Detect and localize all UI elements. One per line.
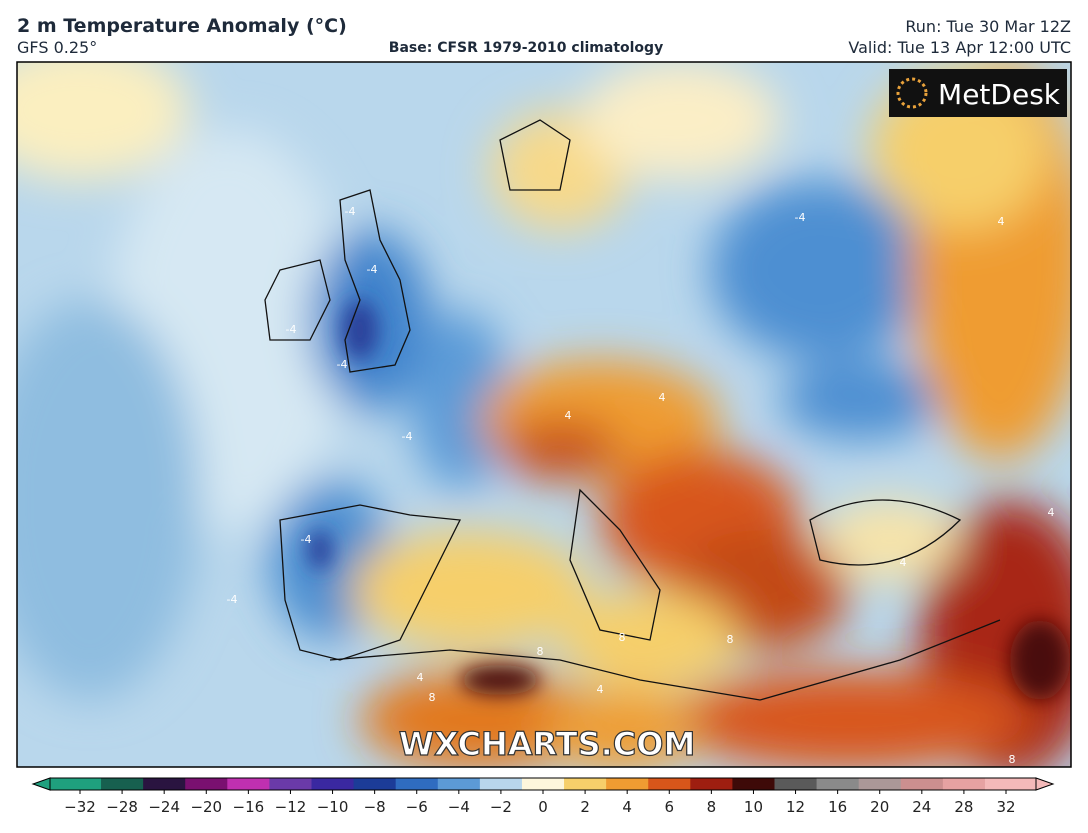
logo: MetDesk	[938, 78, 1061, 111]
colorbar-segment	[311, 778, 355, 790]
tick-label: −12	[275, 798, 307, 816]
watermark: WXCHARTS.COM	[399, 725, 696, 763]
run: Run: Tue 30 Mar 12Z	[905, 17, 1071, 36]
tick-label: 28	[954, 798, 973, 816]
tick-label: 4	[622, 798, 632, 816]
base: Base: CFSR 1979-2010 climatology	[389, 40, 663, 56]
colorbar-segment	[900, 778, 944, 790]
tick-label: −2	[490, 798, 512, 816]
contour-label: 8	[1009, 753, 1016, 766]
model: GFS 0.25°	[17, 38, 97, 57]
contour-label: 4	[1048, 506, 1055, 519]
contour-label: 4	[565, 409, 572, 422]
colorbar-segment	[101, 778, 144, 790]
contour-label: 8	[619, 631, 626, 644]
tick-label: 12	[786, 798, 805, 816]
colorbar-segment	[648, 778, 691, 790]
colorbar-segment	[185, 778, 228, 790]
contour-label: 8	[727, 633, 734, 646]
contour-label: 4	[659, 391, 666, 404]
contour-label: 4	[417, 671, 424, 684]
colorbar-segment	[984, 778, 1037, 790]
colorbar-segment	[858, 778, 902, 790]
tick-label: 32	[996, 798, 1015, 816]
tick-label: 10	[744, 798, 763, 816]
contour-label: -4	[286, 323, 297, 336]
tick-label: −32	[64, 798, 96, 816]
contour-label: -4	[795, 211, 806, 224]
contour-label: 4	[900, 556, 907, 569]
tick-label: 0	[538, 798, 548, 816]
colorbar-segment	[732, 778, 775, 790]
tick-label: −6	[406, 798, 428, 816]
tick-label: 24	[912, 798, 931, 816]
colorbar-segment	[143, 778, 186, 790]
colorbar-segment	[774, 778, 818, 790]
colorbar: −32 −28 −24 −20 −16 −12 −10 −8 −6 −4 −2 0 2 4 6 8 10 12 16…	[31, 777, 1055, 816]
tick-label: 20	[870, 798, 889, 816]
colorbar-segment	[942, 778, 986, 790]
contour-label: 4	[998, 215, 1005, 228]
contour-label: -4	[402, 430, 413, 443]
colorbar-segment	[479, 778, 523, 790]
tick-label: −28	[106, 798, 138, 816]
tick-label: 16	[828, 798, 847, 816]
tick-label: −8	[364, 798, 386, 816]
colorbar-segment	[395, 778, 439, 790]
contour-label: 4	[597, 683, 604, 696]
contour-label: 8	[429, 691, 436, 704]
colorbar-segment	[227, 778, 270, 790]
tick-label: −20	[190, 798, 222, 816]
tick-label: 2	[580, 798, 590, 816]
colorbar-segment	[353, 778, 397, 790]
contour-label: 8	[537, 645, 544, 658]
colorbar-segment	[269, 778, 312, 790]
colorbar-segment	[606, 778, 649, 790]
colorbar-segment	[564, 778, 607, 790]
colorbar-segment	[437, 778, 481, 790]
contour-label: -4	[301, 533, 312, 546]
contour-label: -4	[227, 593, 238, 606]
colorbar-segment	[816, 778, 860, 790]
title: 2 m Temperature Anomaly (°C)	[17, 15, 347, 37]
tick-label: 8	[707, 798, 717, 816]
valid: Valid: Tue 13 Apr 12:00 UTC	[848, 38, 1071, 57]
colorbar-end	[31, 777, 51, 791]
contour-label: -4	[345, 205, 356, 218]
colorbar-end	[1035, 777, 1055, 791]
tick-label: −10	[317, 798, 349, 816]
map-frame	[16, 61, 1072, 768]
tick-label: −16	[233, 798, 265, 816]
contour-label: -4	[337, 358, 348, 371]
colorbar-segment	[690, 778, 733, 790]
contour-label: -4	[367, 263, 378, 276]
tick-label: −24	[148, 798, 180, 816]
tick-label: 6	[664, 798, 674, 816]
tick-label: −4	[448, 798, 470, 816]
colorbar-segment	[521, 778, 565, 790]
colorbar-segment	[50, 778, 102, 790]
